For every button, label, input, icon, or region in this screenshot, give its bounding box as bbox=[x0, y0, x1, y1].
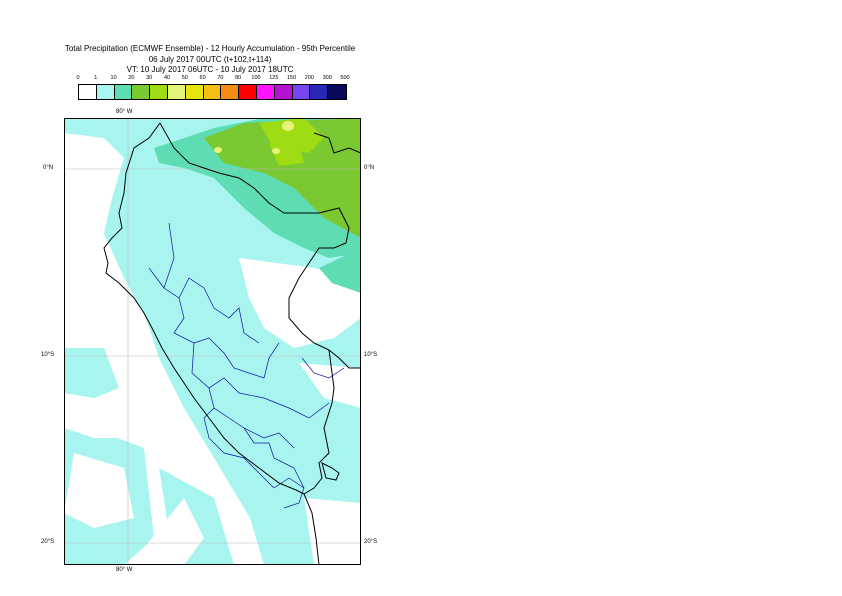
title-line-1: Total Precipitation (ECMWF Ensemble) - 1… bbox=[64, 44, 356, 53]
color-legend bbox=[78, 84, 347, 100]
legend-swatch bbox=[292, 85, 311, 99]
legend-tick-label: 300 bbox=[322, 75, 332, 81]
legend-tick-label: 30 bbox=[146, 75, 153, 81]
map-canvas bbox=[64, 118, 361, 565]
legend-swatch bbox=[167, 85, 186, 99]
title-line-2: 06 July 2017 00UTC (t+102,t+114) bbox=[148, 54, 272, 64]
legend-swatch bbox=[310, 85, 329, 99]
legend-tick-label: 200 bbox=[304, 75, 314, 81]
legend-tick-labels: 0 1 10 20 30 40 50 60 70 80 100 125 150 200 300 500 bbox=[69, 75, 359, 83]
region-borders bbox=[148, 222, 345, 509]
legend-tick-label: 40 bbox=[163, 75, 171, 81]
map-frame bbox=[64, 118, 361, 565]
map-panel bbox=[64, 118, 361, 565]
legend-tick-label: 500 bbox=[340, 75, 350, 81]
legend-swatch bbox=[274, 85, 293, 99]
lon-label-top: 80° W bbox=[116, 109, 133, 115]
lat-label-left-20s: 20°S bbox=[41, 539, 55, 545]
legend-tick-label: 60 bbox=[199, 75, 206, 81]
legend-swatch bbox=[328, 85, 346, 99]
legend-tick-label: 80 bbox=[235, 75, 242, 81]
legend-swatch bbox=[150, 85, 168, 99]
legend-swatch bbox=[256, 85, 275, 99]
legend-tick-label: 125 bbox=[269, 75, 279, 81]
lat-label-right-20s: 20°S bbox=[364, 539, 378, 545]
legend-tick-label: 20 bbox=[128, 75, 135, 81]
legend-swatch bbox=[221, 85, 240, 99]
precip-peak bbox=[214, 121, 294, 154]
legend-tick-label: 150 bbox=[287, 75, 297, 81]
legend-tick-label: 100 bbox=[251, 75, 261, 81]
legend-swatch bbox=[239, 85, 257, 99]
graticule bbox=[64, 118, 361, 565]
legend-swatch bbox=[132, 85, 151, 99]
legend-swatch bbox=[96, 85, 115, 99]
coastline-and-borders bbox=[103, 122, 361, 565]
precip-heavy bbox=[204, 118, 361, 238]
legend-tick-label: 1 bbox=[94, 75, 98, 81]
title-line-3: VT: 10 July 2017 06UTC - 10 July 2017 18… bbox=[126, 65, 294, 74]
legend-tick-label: 50 bbox=[181, 75, 188, 81]
legend-tick-label: 70 bbox=[217, 75, 224, 81]
chart-title: Total Precipitation (ECMWF Ensemble) - 1… bbox=[30, 44, 390, 76]
lat-label-left-10s: 10°S bbox=[41, 352, 55, 358]
precip-sea-clear bbox=[64, 158, 361, 565]
lat-label-left-0n: 0°N bbox=[43, 165, 54, 171]
lat-label-right-10s: 10°S bbox=[364, 352, 378, 358]
legend-tick-label: 10 bbox=[110, 75, 117, 81]
legend-swatch bbox=[203, 85, 222, 99]
legend-swatch bbox=[79, 85, 97, 99]
legend-swatch bbox=[114, 85, 133, 99]
lat-label-right-0n: 0°N bbox=[364, 165, 375, 171]
lon-label-bottom: 80° W bbox=[116, 567, 133, 573]
legend-swatch bbox=[185, 85, 204, 99]
legend-tick-label: 0 bbox=[76, 75, 80, 81]
